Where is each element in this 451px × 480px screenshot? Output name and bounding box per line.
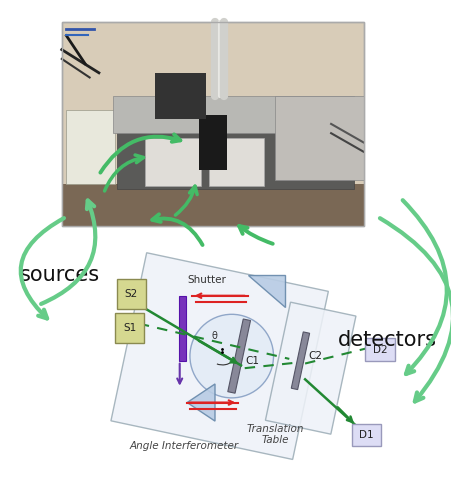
Text: S1: S1 [123,323,136,333]
Text: S2: S2 [125,289,138,299]
Bar [113,96,354,133]
Text: θ: θ [211,331,217,341]
Bar [62,22,364,226]
Bar [145,138,201,186]
Polygon shape [111,253,328,459]
Polygon shape [228,319,250,393]
Bar [155,73,206,119]
Text: Shutter: Shutter [187,275,226,285]
Bar [115,313,144,343]
Bar [365,338,395,361]
Bar [118,129,354,189]
Text: C2: C2 [308,351,322,361]
Polygon shape [179,296,186,361]
Circle shape [190,314,273,398]
Bar [276,96,364,180]
Text: C1: C1 [246,356,260,366]
Polygon shape [187,384,215,421]
Text: sources: sources [20,265,100,285]
Bar [62,22,364,226]
Polygon shape [291,332,310,390]
Bar [199,115,227,170]
Bar [66,110,115,184]
Polygon shape [248,276,285,307]
Bar [62,184,364,226]
Bar [208,138,264,186]
Text: Translation
Table: Translation Table [247,424,304,445]
Text: D2: D2 [373,345,388,355]
Text: detectors: detectors [338,330,437,350]
Text: Angle Interferometer: Angle Interferometer [129,441,239,451]
Polygon shape [266,302,356,434]
Text: D1: D1 [359,430,374,440]
Bar [116,279,146,309]
Bar [351,424,381,446]
